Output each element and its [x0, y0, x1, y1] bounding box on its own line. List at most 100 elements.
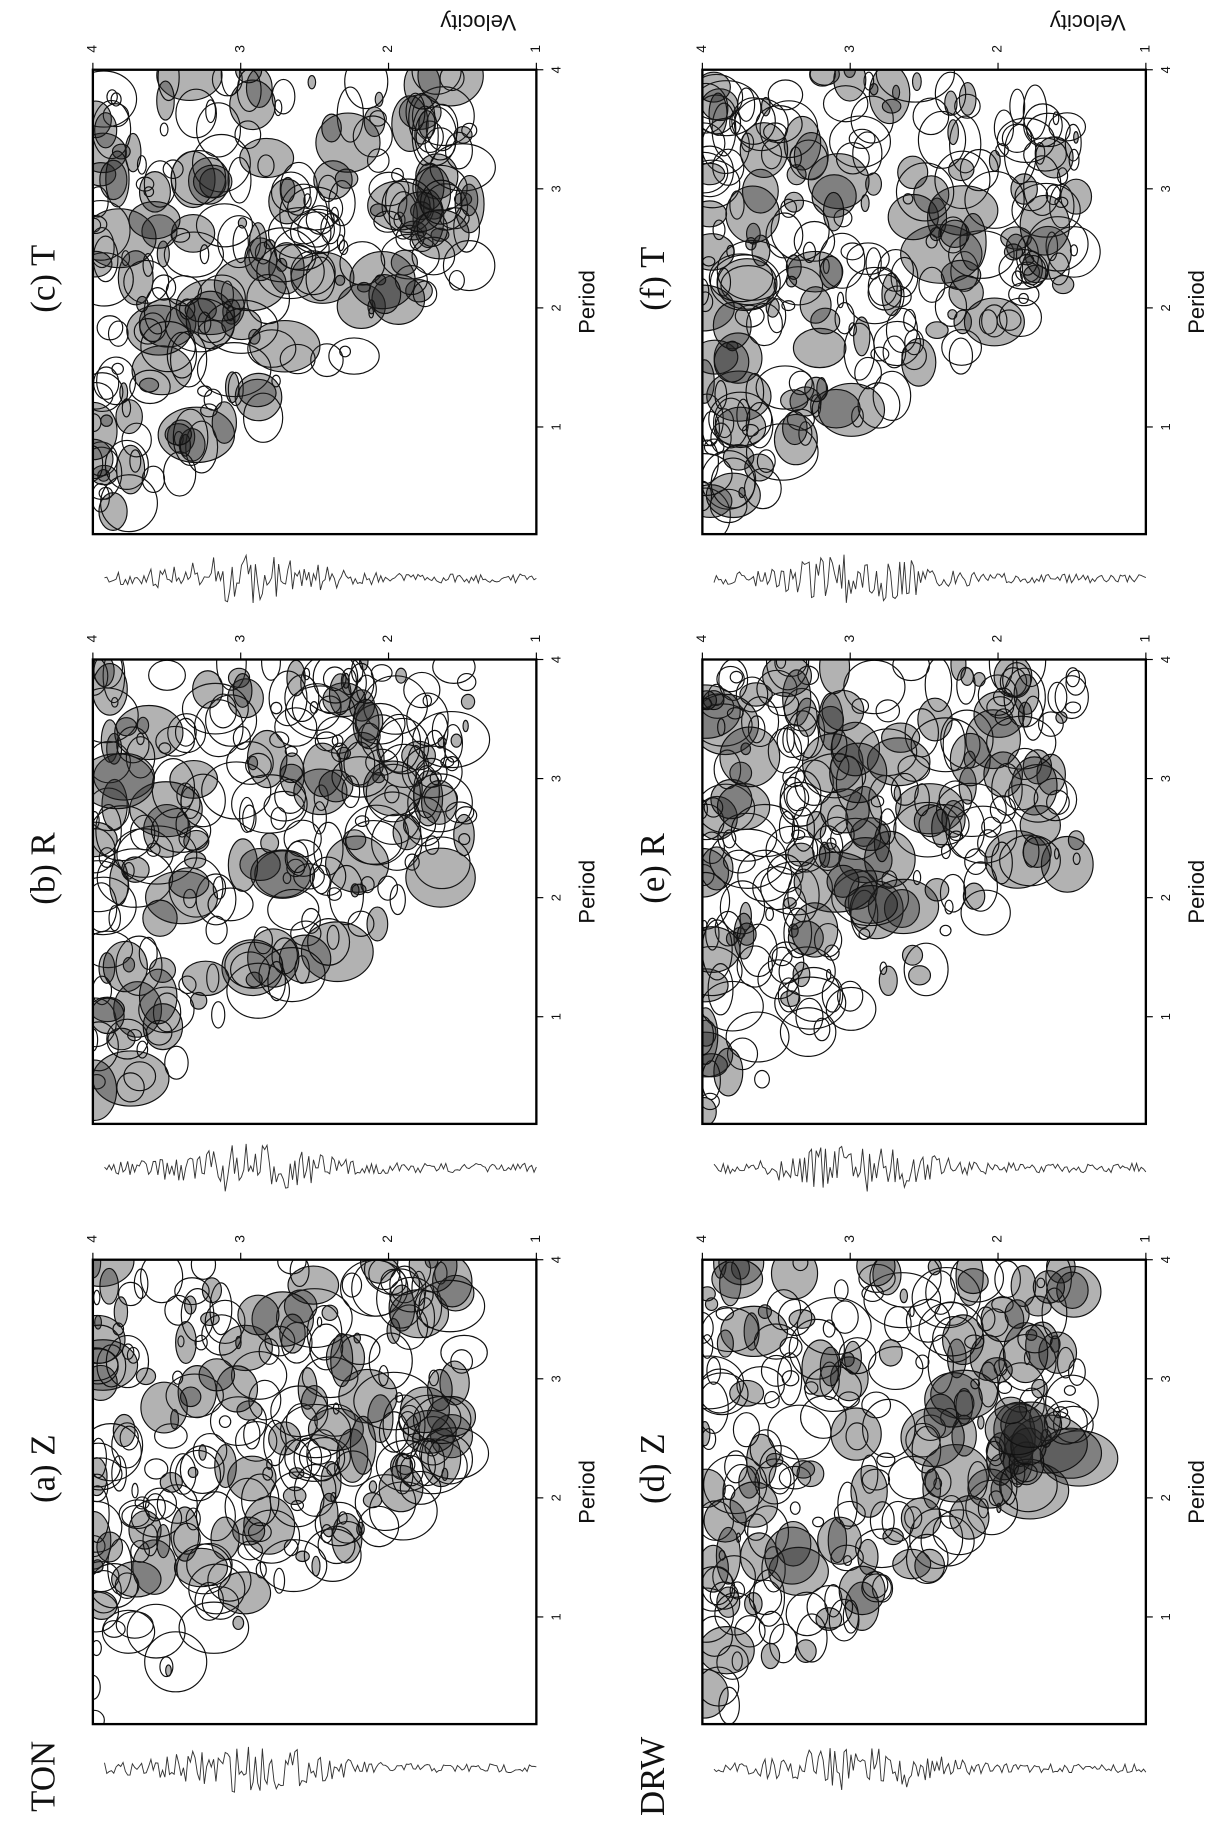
plot-frame	[701, 658, 1148, 1126]
contour-line	[344, 69, 389, 110]
contour-line	[194, 1581, 225, 1621]
contour-line	[837, 1481, 858, 1530]
contour-line	[111, 143, 131, 160]
contour-line	[718, 1686, 740, 1725]
contour-line	[702, 697, 712, 710]
contour-line	[764, 1526, 820, 1585]
contour-line	[423, 784, 459, 813]
contour-line	[848, 322, 858, 337]
contour-line	[883, 888, 921, 928]
contour-line	[863, 71, 875, 91]
contour-line	[367, 299, 376, 315]
contour-line	[410, 209, 470, 260]
contour-line	[785, 1591, 829, 1637]
contour-line	[938, 1494, 965, 1530]
contour-line	[1067, 830, 1085, 851]
contour-line	[965, 1479, 1019, 1536]
contour-line	[729, 1379, 765, 1407]
contour-line	[893, 801, 963, 858]
contour-line	[702, 871, 731, 930]
contour-line	[1011, 756, 1058, 816]
contour-line	[157, 69, 180, 102]
contour-line	[729, 670, 744, 684]
contour-line	[144, 1458, 169, 1480]
contour-line	[341, 1272, 363, 1298]
contour-line	[1073, 131, 1079, 144]
contour-line	[1001, 123, 1033, 153]
contour-line	[399, 1455, 424, 1487]
contour-line	[245, 69, 273, 109]
contour-line	[123, 1061, 157, 1092]
contour-line	[201, 761, 272, 820]
contour-line	[378, 1411, 410, 1453]
contour-line	[977, 674, 1018, 716]
contour-line	[817, 705, 845, 734]
contour-line	[716, 783, 771, 831]
contour-line	[932, 1315, 977, 1363]
contour-line	[901, 944, 924, 966]
contour-line	[259, 1539, 328, 1593]
contour-line	[368, 274, 402, 315]
contour-line	[432, 659, 476, 684]
contour-line	[174, 1277, 210, 1306]
contour-line	[92, 997, 125, 1035]
contour-line	[891, 84, 901, 100]
contour-line	[710, 778, 753, 820]
contour-line	[762, 659, 813, 698]
contour-line	[92, 1442, 122, 1488]
contour-line	[138, 968, 178, 1025]
contour-line	[111, 1560, 162, 1598]
contour-line	[932, 1509, 986, 1556]
contour-line	[1039, 1427, 1103, 1479]
contour-line	[365, 763, 421, 823]
contour-line	[774, 976, 847, 1030]
contour-line	[983, 751, 1023, 798]
y-tick-label: 1	[1137, 634, 1153, 642]
contour-line	[340, 667, 357, 696]
contour-line	[439, 207, 470, 230]
contour-line	[321, 113, 342, 143]
contour-line	[95, 803, 122, 857]
contour-line	[799, 286, 832, 324]
contour-line	[731, 1651, 743, 1671]
contour-line	[821, 977, 844, 1013]
contour-line	[152, 992, 182, 1033]
contour-line	[988, 1490, 1004, 1507]
contour-line	[247, 329, 297, 368]
contour-line	[897, 754, 931, 782]
contour-line	[237, 217, 248, 229]
contour-line	[113, 1296, 129, 1328]
contour-line	[760, 860, 833, 916]
contour-line	[181, 960, 230, 997]
x-tick-label: 4	[549, 1256, 564, 1263]
contour-line	[908, 965, 932, 986]
contour-line	[850, 1464, 888, 1518]
contour-line	[1054, 196, 1069, 208]
contour-line	[339, 241, 386, 286]
contour-line	[1064, 701, 1082, 714]
contour-line	[98, 847, 116, 868]
contour-line	[129, 814, 160, 851]
contour-line	[1008, 282, 1040, 307]
contour-line	[702, 80, 762, 137]
y-tick-label: 2	[379, 45, 395, 53]
contour-line	[914, 1548, 946, 1583]
contour-line	[1064, 123, 1082, 162]
contour-line	[354, 815, 370, 828]
contour-line	[290, 1499, 305, 1512]
contour-line	[159, 122, 169, 137]
contour-line	[877, 248, 915, 292]
contour-line	[412, 765, 440, 819]
contour-line	[755, 365, 815, 410]
contour-line	[460, 693, 476, 710]
contour-line	[1011, 182, 1081, 238]
contour-line	[860, 1454, 879, 1494]
contour-line	[1055, 711, 1068, 724]
contour-line	[904, 329, 925, 356]
contour-line	[303, 1528, 362, 1582]
contour-line	[458, 833, 471, 846]
y-tick-label: 3	[841, 634, 857, 642]
contour-line	[363, 1259, 432, 1296]
contour-line	[380, 233, 440, 280]
contour-line	[336, 234, 345, 252]
